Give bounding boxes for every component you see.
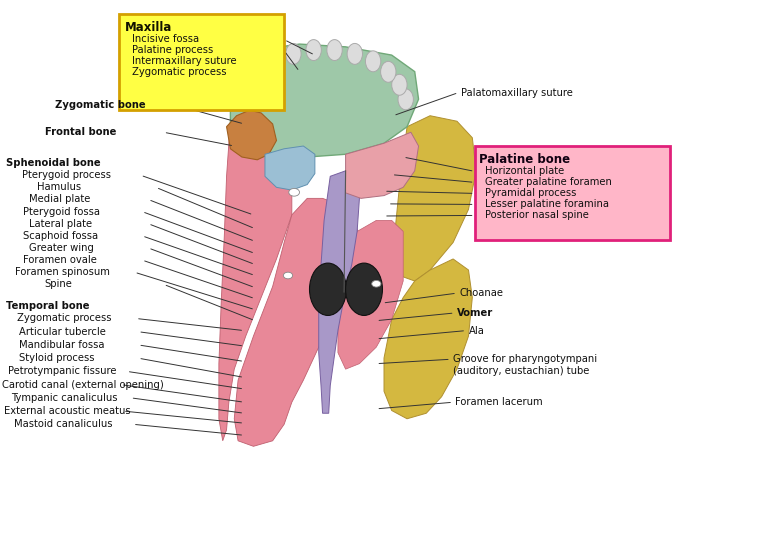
Text: Carotid canal (external opening): Carotid canal (external opening): [2, 380, 164, 390]
FancyBboxPatch shape: [119, 14, 284, 110]
Ellipse shape: [241, 74, 257, 95]
Text: Pterygoid process: Pterygoid process: [22, 170, 111, 180]
Text: Foramen lacerum: Foramen lacerum: [455, 397, 543, 407]
Text: Sphenoidal bone: Sphenoidal bone: [6, 158, 101, 168]
Text: Spine: Spine: [45, 279, 72, 289]
Text: Tympanic canaliculus: Tympanic canaliculus: [12, 393, 118, 403]
Text: Pyramidal process: Pyramidal process: [485, 188, 577, 198]
Text: Zygomatic bone: Zygomatic bone: [55, 100, 146, 110]
Ellipse shape: [347, 44, 362, 64]
Text: Intermaxillary suture: Intermaxillary suture: [132, 56, 237, 66]
Text: Pterygoid fossa: Pterygoid fossa: [23, 207, 100, 217]
Text: Palatomaxillary suture: Palatomaxillary suture: [461, 88, 573, 98]
Ellipse shape: [310, 263, 346, 316]
Text: Frontal bone: Frontal bone: [45, 127, 116, 137]
Ellipse shape: [398, 89, 413, 110]
Ellipse shape: [366, 51, 381, 72]
Polygon shape: [265, 146, 315, 190]
Circle shape: [289, 188, 300, 196]
Polygon shape: [338, 220, 403, 369]
Text: Palatine process: Palatine process: [132, 45, 214, 55]
Polygon shape: [384, 259, 472, 419]
Text: Palatine bone: Palatine bone: [479, 153, 571, 166]
Text: Greater palatine foramen: Greater palatine foramen: [485, 177, 612, 187]
Text: Lesser palatine foramina: Lesser palatine foramina: [485, 199, 609, 209]
Text: Foramen spinosum: Foramen spinosum: [15, 267, 111, 277]
Ellipse shape: [346, 263, 382, 316]
Text: Incisive fossa: Incisive fossa: [132, 34, 199, 44]
Text: Mastoid canaliculus: Mastoid canaliculus: [14, 419, 112, 429]
Text: Medial plate: Medial plate: [29, 195, 91, 204]
Text: Groove for pharyngotympani: Groove for pharyngotympani: [453, 354, 598, 364]
Polygon shape: [346, 132, 419, 198]
Ellipse shape: [306, 40, 321, 61]
Text: Maxilla: Maxilla: [124, 21, 172, 34]
Text: Hamulus: Hamulus: [37, 182, 81, 192]
Text: (auditory, eustachian) tube: (auditory, eustachian) tube: [453, 366, 590, 376]
Text: Styloid process: Styloid process: [19, 353, 94, 363]
Text: Lateral plate: Lateral plate: [29, 219, 92, 229]
Circle shape: [372, 280, 381, 287]
Text: Vomer: Vomer: [457, 308, 493, 318]
Ellipse shape: [392, 74, 407, 95]
Polygon shape: [227, 110, 276, 160]
Polygon shape: [230, 44, 419, 157]
Text: External acoustic meatus: External acoustic meatus: [4, 406, 131, 416]
Text: Greater wing: Greater wing: [29, 243, 94, 253]
FancyBboxPatch shape: [475, 146, 670, 240]
Text: Posterior nasal spine: Posterior nasal spine: [485, 210, 589, 220]
Polygon shape: [234, 198, 361, 446]
Text: Scaphoid fossa: Scaphoid fossa: [23, 231, 98, 241]
Text: Articular tubercle: Articular tubercle: [19, 327, 106, 337]
Circle shape: [283, 272, 293, 279]
Text: Mandibular fossa: Mandibular fossa: [19, 340, 104, 350]
Text: Zygomatic process: Zygomatic process: [17, 314, 111, 323]
Polygon shape: [219, 110, 292, 441]
Text: Horizontal plate: Horizontal plate: [485, 166, 564, 176]
Polygon shape: [392, 116, 476, 281]
Text: Foramen ovale: Foramen ovale: [23, 255, 97, 265]
Text: Ala: Ala: [468, 326, 485, 336]
Text: Choanae: Choanae: [459, 288, 503, 298]
Ellipse shape: [267, 51, 283, 72]
Ellipse shape: [235, 89, 250, 110]
Ellipse shape: [327, 40, 343, 61]
Polygon shape: [319, 171, 359, 413]
Text: Petrotympanic fissure: Petrotympanic fissure: [8, 366, 116, 376]
Text: Temporal bone: Temporal bone: [6, 301, 90, 311]
Ellipse shape: [286, 44, 301, 64]
Text: Zygomatic process: Zygomatic process: [132, 67, 227, 77]
Ellipse shape: [252, 61, 267, 82]
Ellipse shape: [381, 61, 396, 82]
